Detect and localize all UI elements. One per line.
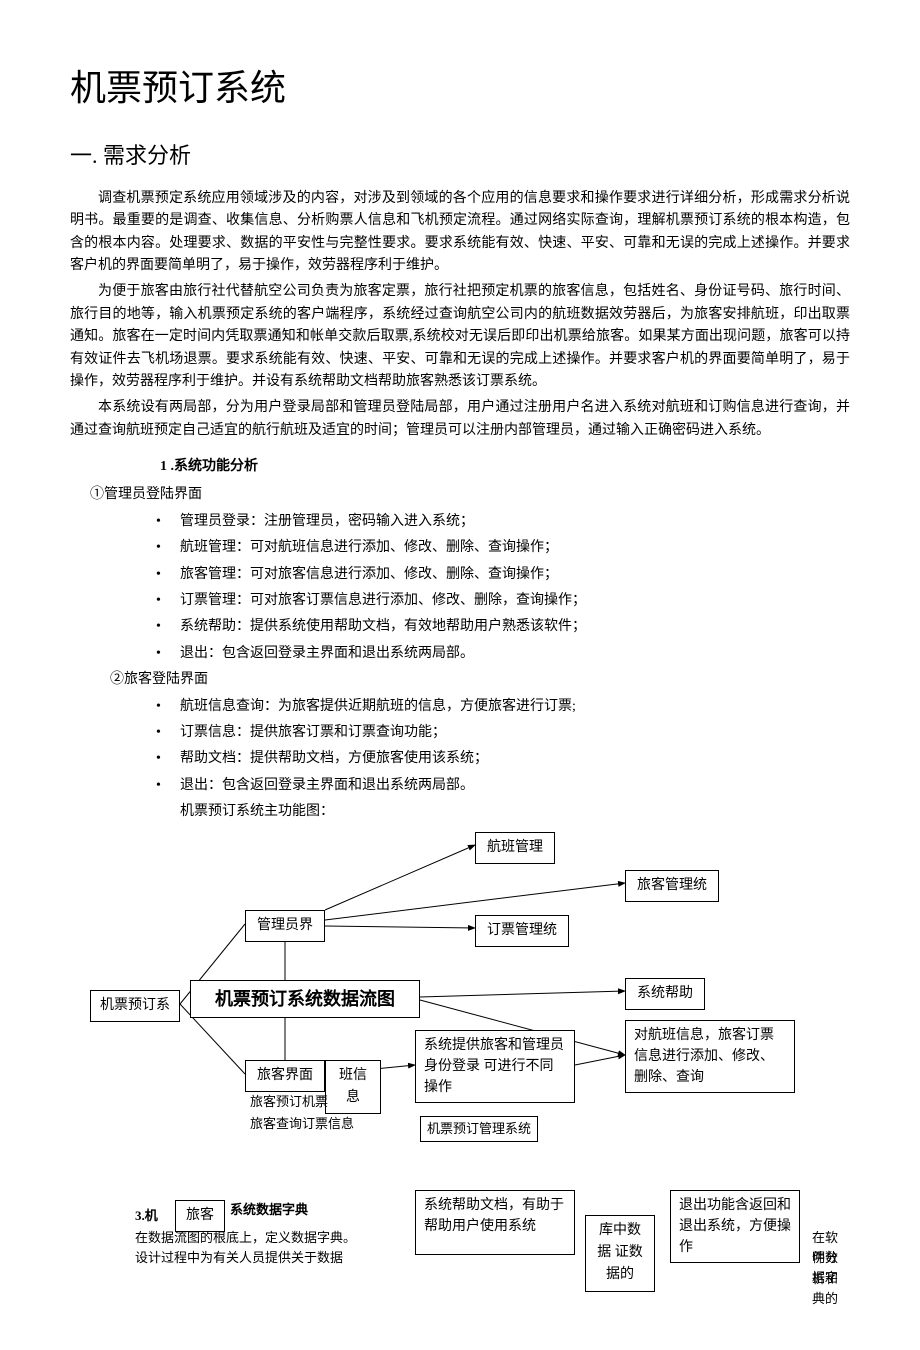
diagram-node-admin: 管理员界 bbox=[245, 910, 325, 942]
list-item: 旅客管理：可对旅客信息进行添加、修改、删除、查询操作； bbox=[180, 564, 850, 586]
diagram-node-center_big: 机票预订系统数据流图 bbox=[190, 980, 420, 1019]
list-label: ①管理员登陆界面 bbox=[90, 484, 850, 506]
diagram-node-db: 库中数据 证数据的 bbox=[585, 1215, 655, 1292]
diagram-node-lk_ui: 旅客界面 bbox=[245, 1060, 325, 1092]
diagram-node-exit_box: 退出功能含返回和退出系统，方便操作 bbox=[670, 1190, 800, 1263]
diagram-text: 旅客预订机票 bbox=[250, 1092, 328, 1113]
diagram-node-lk_mgmt: 旅客管理统 bbox=[625, 870, 719, 902]
diagram-node-hb_info: 班信息 bbox=[325, 1060, 381, 1115]
diagram-text: 旅客查询订票信息 bbox=[250, 1114, 354, 1135]
list-label: ②旅客登陆界面 bbox=[110, 669, 850, 691]
list-item: 帮助文档：提供帮助文档，方便旅客使用该系统； bbox=[180, 748, 850, 770]
diagram-text: 3.机 bbox=[135, 1206, 158, 1227]
diagram-node-hb_mgmt: 航班管理 bbox=[475, 832, 555, 864]
diagram-text: 在数据流图的根底上，定义数据字典。 bbox=[135, 1228, 356, 1249]
list-item: 订票管理：可对旅客订票信息进行添加、修改、删除，查询操作； bbox=[180, 590, 850, 612]
list-item: 订票信息：提供旅客订票和订票查询功能； bbox=[180, 722, 850, 744]
subsection-heading: 1 .系统功能分析 bbox=[160, 456, 850, 478]
paragraph: 本系统设有两局部，分为用户登录局部和管理员登陆局部，用户通过注册用户名进入系统对… bbox=[70, 397, 850, 442]
diagram-caption: 机票预订系统主功能图： bbox=[180, 801, 850, 823]
paragraph: 为便于旅客由旅行社代替航空公司负责为旅客定票，旅行社把预定机票的旅客信息，包括姓… bbox=[70, 281, 850, 393]
user-feature-list: 航班信息查询：为旅客提供近期航班的信息，方便旅客进行订票; 订票信息：提供旅客订票… bbox=[180, 696, 850, 798]
diagram-text: 机票预订管理系统 bbox=[420, 1116, 538, 1143]
list-item: 航班信息查询：为旅客提供近期航班的信息，方便旅客进行订票; bbox=[180, 696, 850, 718]
diagram-node-dp_mgmt: 订票管理统 bbox=[475, 915, 569, 947]
list-item: 航班管理：可对航班信息进行添加、修改、删除、查询操作； bbox=[180, 537, 850, 559]
list-item: 管理员登录：注册管理员，密码输入进入系统； bbox=[180, 511, 850, 533]
list-item: 退出：包含返回登录主界面和退出系统两局部。 bbox=[180, 643, 850, 665]
diagram-node-sys_help: 系统帮助 bbox=[625, 978, 705, 1010]
function-diagram: 机票预订系机票预订系统数据流图 管理员界 航班管理旅客管理统订票管理统系统帮助旅客界… bbox=[70, 830, 850, 1290]
list-item: 系统帮助：提供系统使用帮助文档，有效地帮助用户熟悉该软件； bbox=[180, 616, 850, 638]
page-title: 机票预订系统 bbox=[70, 60, 850, 118]
section-heading: 一. 需求分析 bbox=[70, 138, 850, 173]
diagram-node-mid_box: 系统提供旅客和管理员身份登录 可进行不同操作 bbox=[415, 1030, 575, 1103]
diagram-node-help_doc: 系统帮助文档，有助于帮助用户使用系统 bbox=[415, 1190, 575, 1255]
admin-feature-list: 管理员登录：注册管理员，密码输入进入系统； 航班管理：可对航班信息进行添加、修改、… bbox=[180, 511, 850, 665]
diagram-node-right_box: 对航班信息，旅客订票信息进行添加、修改、删除、查询 bbox=[625, 1020, 795, 1093]
diagram-node-root: 机票预订系 bbox=[90, 990, 180, 1022]
list-item: 退出：包含返回登录主界面和退出系统两局部。 bbox=[180, 775, 850, 797]
diagram-text: 系统数据字典 bbox=[230, 1200, 308, 1221]
diagram-text: 设计过程中为有关人员提供关于数据 bbox=[135, 1248, 343, 1269]
paragraph: 调查机票预定系统应用领域涉及的内容，对涉及到领域的各个应用的信息要求和操作要求进… bbox=[70, 188, 850, 278]
